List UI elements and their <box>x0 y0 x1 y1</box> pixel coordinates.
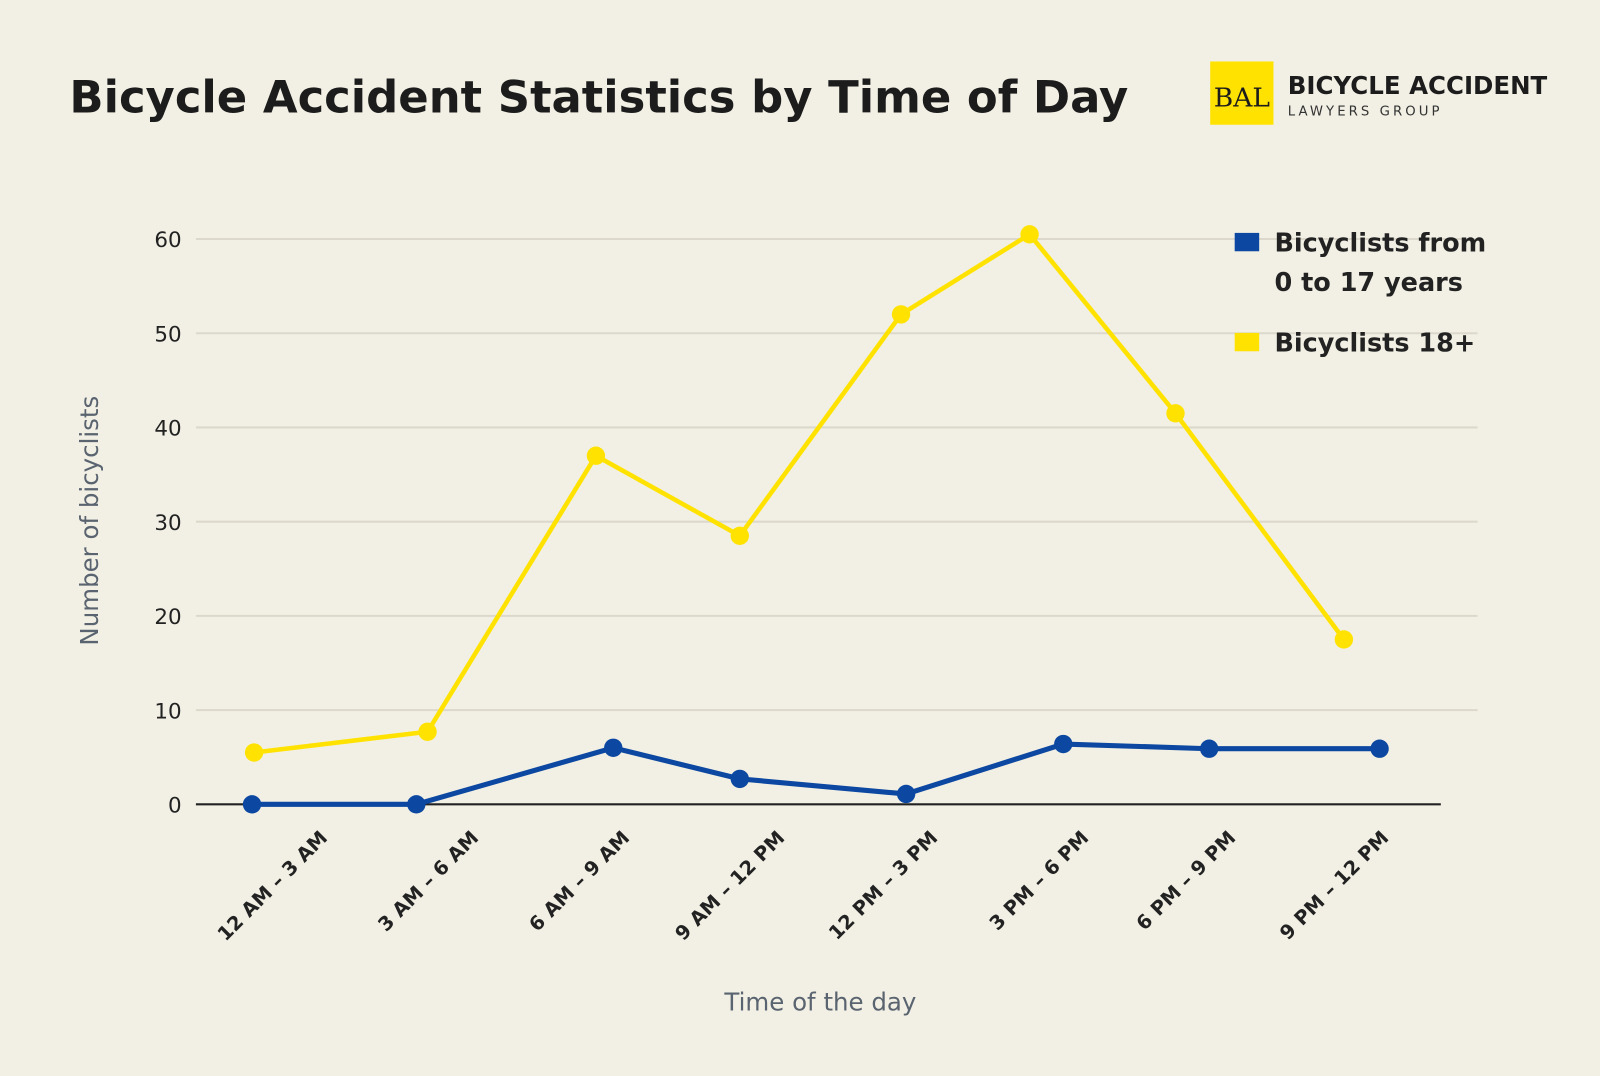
data-point <box>418 722 437 741</box>
y-tick-label: 50 <box>154 322 181 347</box>
series-line-1 <box>253 232 1346 755</box>
x-axis-label: Time of the day <box>723 987 916 1016</box>
logo-monogram: BAL <box>1214 82 1270 113</box>
data-point <box>242 795 262 814</box>
legend: Bicyclists from 0 to 17 years Bicyclists… <box>1234 228 1486 358</box>
data-point <box>1334 630 1354 649</box>
y-tick-label: 20 <box>154 605 181 630</box>
x-tick-label: 6 PM – 9 PM <box>1132 826 1241 935</box>
x-axis-ticks: 12 AM – 3 AM 3 AM – 6 AM 6 AM – 9 AM 9 AM –… <box>213 826 1393 945</box>
data-point <box>1020 225 1039 244</box>
x-tick-label: 3 AM – 6 AM <box>373 826 483 936</box>
data-point <box>730 526 749 545</box>
y-axis-label: Number of bicyclists <box>75 396 104 646</box>
y-tick-label: 10 <box>154 699 181 724</box>
gridlines <box>195 238 1478 712</box>
data-point <box>244 743 264 762</box>
series-group <box>242 225 1389 814</box>
x-tick-label: 3 PM – 6 PM <box>985 826 1094 935</box>
x-tick-label: 6 AM – 9 AM <box>524 826 634 936</box>
brand-name: Bicycle Accident <box>1288 71 1548 100</box>
data-point <box>1200 739 1219 758</box>
chart-title: Bicycle Accident Statistics by Time of D… <box>69 70 1128 123</box>
data-point <box>891 305 911 324</box>
legend-label-youth-line1: Bicyclists from <box>1274 228 1486 258</box>
brand-subname: Lawyers Group <box>1288 105 1443 120</box>
x-tick-label: 12 PM – 3 PM <box>824 826 942 944</box>
x-tick-label: 12 AM – 3 AM <box>213 826 332 945</box>
data-point <box>407 795 426 814</box>
x-tick-label: 9 PM – 12 PM <box>1275 826 1393 944</box>
logo-square <box>1210 61 1274 125</box>
data-point <box>1166 404 1185 423</box>
data-point <box>1054 734 1073 754</box>
data-point <box>896 784 916 804</box>
legend-swatch-youth <box>1234 232 1260 252</box>
y-tick-label: 40 <box>154 417 181 442</box>
y-tick-label: 0 <box>168 793 182 818</box>
brand-logo: BAL Bicycle Accident Lawyers Group <box>1210 61 1548 125</box>
data-point <box>604 738 623 757</box>
legend-label-adult: Bicyclists 18+ <box>1274 328 1475 358</box>
series-line-0 <box>252 741 1380 807</box>
data-point <box>586 446 606 465</box>
legend-swatch-adult <box>1234 332 1260 352</box>
y-tick-label: 60 <box>154 228 181 253</box>
data-point <box>730 769 749 789</box>
y-axis-ticks: 0 10 20 30 40 50 60 <box>154 228 181 818</box>
y-tick-label: 30 <box>154 511 181 536</box>
data-point <box>1370 739 1389 758</box>
x-tick-label: 9 AM – 12 PM <box>671 826 790 945</box>
legend-label-youth-line2: 0 to 17 years <box>1274 268 1462 298</box>
